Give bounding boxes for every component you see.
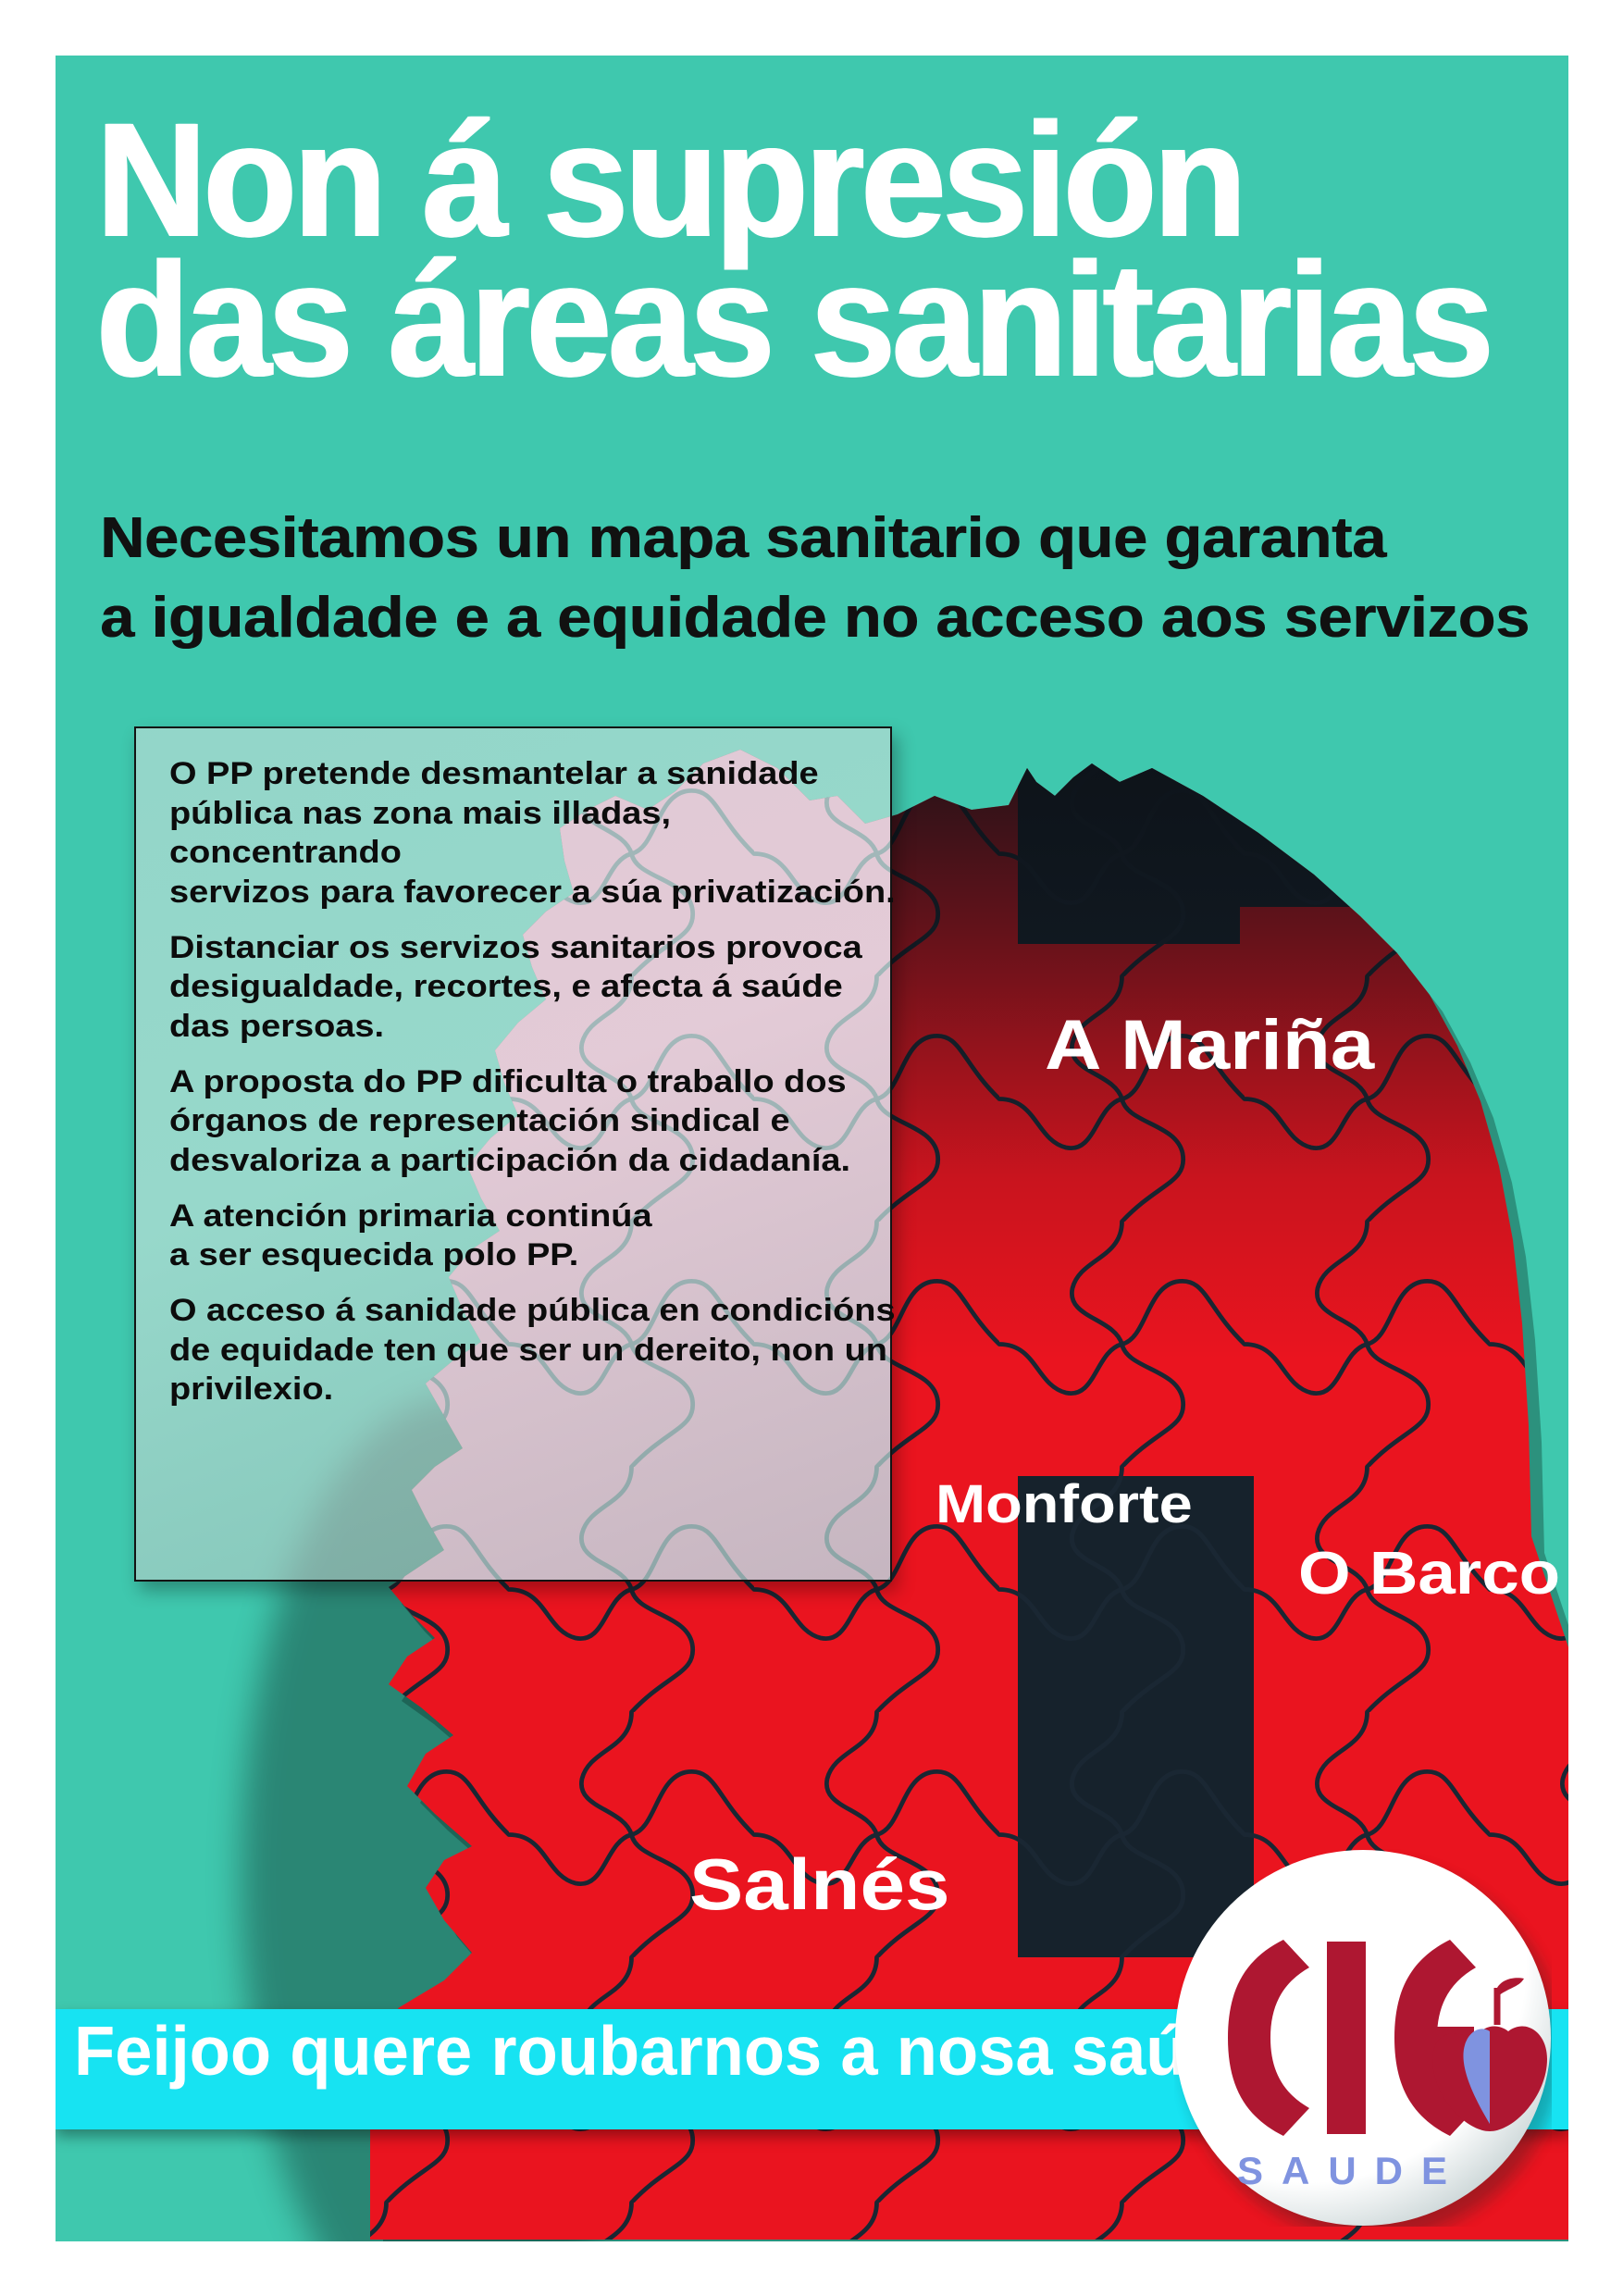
svg-text:SAUDE: SAUDE <box>1237 2149 1466 2192</box>
svg-text:O Barco: O Barco <box>1298 1540 1560 1607</box>
svg-text:Salnés: Salnés <box>689 1843 950 1925</box>
svg-text:A Mariña: A Mariña <box>1045 1006 1375 1085</box>
svg-text:Monforte: Monforte <box>935 1474 1193 1534</box>
